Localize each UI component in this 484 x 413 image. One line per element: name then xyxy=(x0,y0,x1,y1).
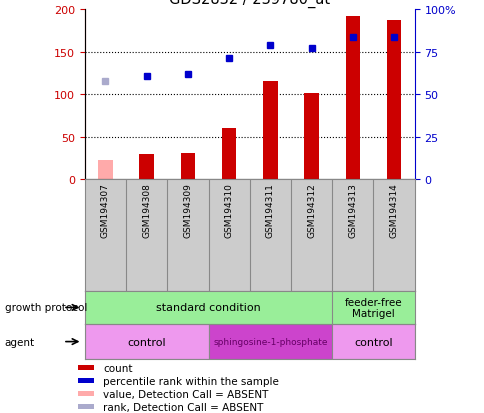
Text: agent: agent xyxy=(5,337,35,347)
Text: feeder-free
Matrigel: feeder-free Matrigel xyxy=(344,297,401,318)
Bar xyxy=(77,391,93,396)
Text: GSM194308: GSM194308 xyxy=(142,183,151,238)
Bar xyxy=(332,324,414,359)
Bar xyxy=(304,94,318,180)
Text: sphingosine-1-phosphate: sphingosine-1-phosphate xyxy=(212,337,327,346)
Bar xyxy=(77,404,93,409)
Title: GDS2832 / 239780_at: GDS2832 / 239780_at xyxy=(169,0,330,7)
Bar xyxy=(139,154,153,180)
Text: GSM194310: GSM194310 xyxy=(224,183,233,238)
Bar xyxy=(98,161,112,180)
Text: GSM194309: GSM194309 xyxy=(183,183,192,238)
Text: GSM194313: GSM194313 xyxy=(348,183,357,238)
Text: control: control xyxy=(353,337,392,347)
Bar xyxy=(345,17,359,180)
Text: growth protocol: growth protocol xyxy=(5,303,87,313)
Text: standard condition: standard condition xyxy=(156,303,260,313)
Bar xyxy=(77,378,93,383)
Bar xyxy=(181,153,195,180)
Bar xyxy=(263,82,277,180)
Bar xyxy=(85,324,208,359)
Bar xyxy=(386,21,400,180)
Text: GSM194314: GSM194314 xyxy=(389,183,398,237)
Text: percentile rank within the sample: percentile rank within the sample xyxy=(103,376,279,386)
Text: GSM194312: GSM194312 xyxy=(306,183,316,237)
Text: rank, Detection Call = ABSENT: rank, Detection Call = ABSENT xyxy=(103,401,263,411)
Text: GSM194307: GSM194307 xyxy=(101,183,110,238)
Bar xyxy=(222,129,236,180)
Bar xyxy=(77,365,93,370)
Text: count: count xyxy=(103,363,133,373)
Text: control: control xyxy=(127,337,166,347)
Text: value, Detection Call = ABSENT: value, Detection Call = ABSENT xyxy=(103,389,268,399)
Bar xyxy=(208,324,332,359)
Text: GSM194311: GSM194311 xyxy=(265,183,274,238)
